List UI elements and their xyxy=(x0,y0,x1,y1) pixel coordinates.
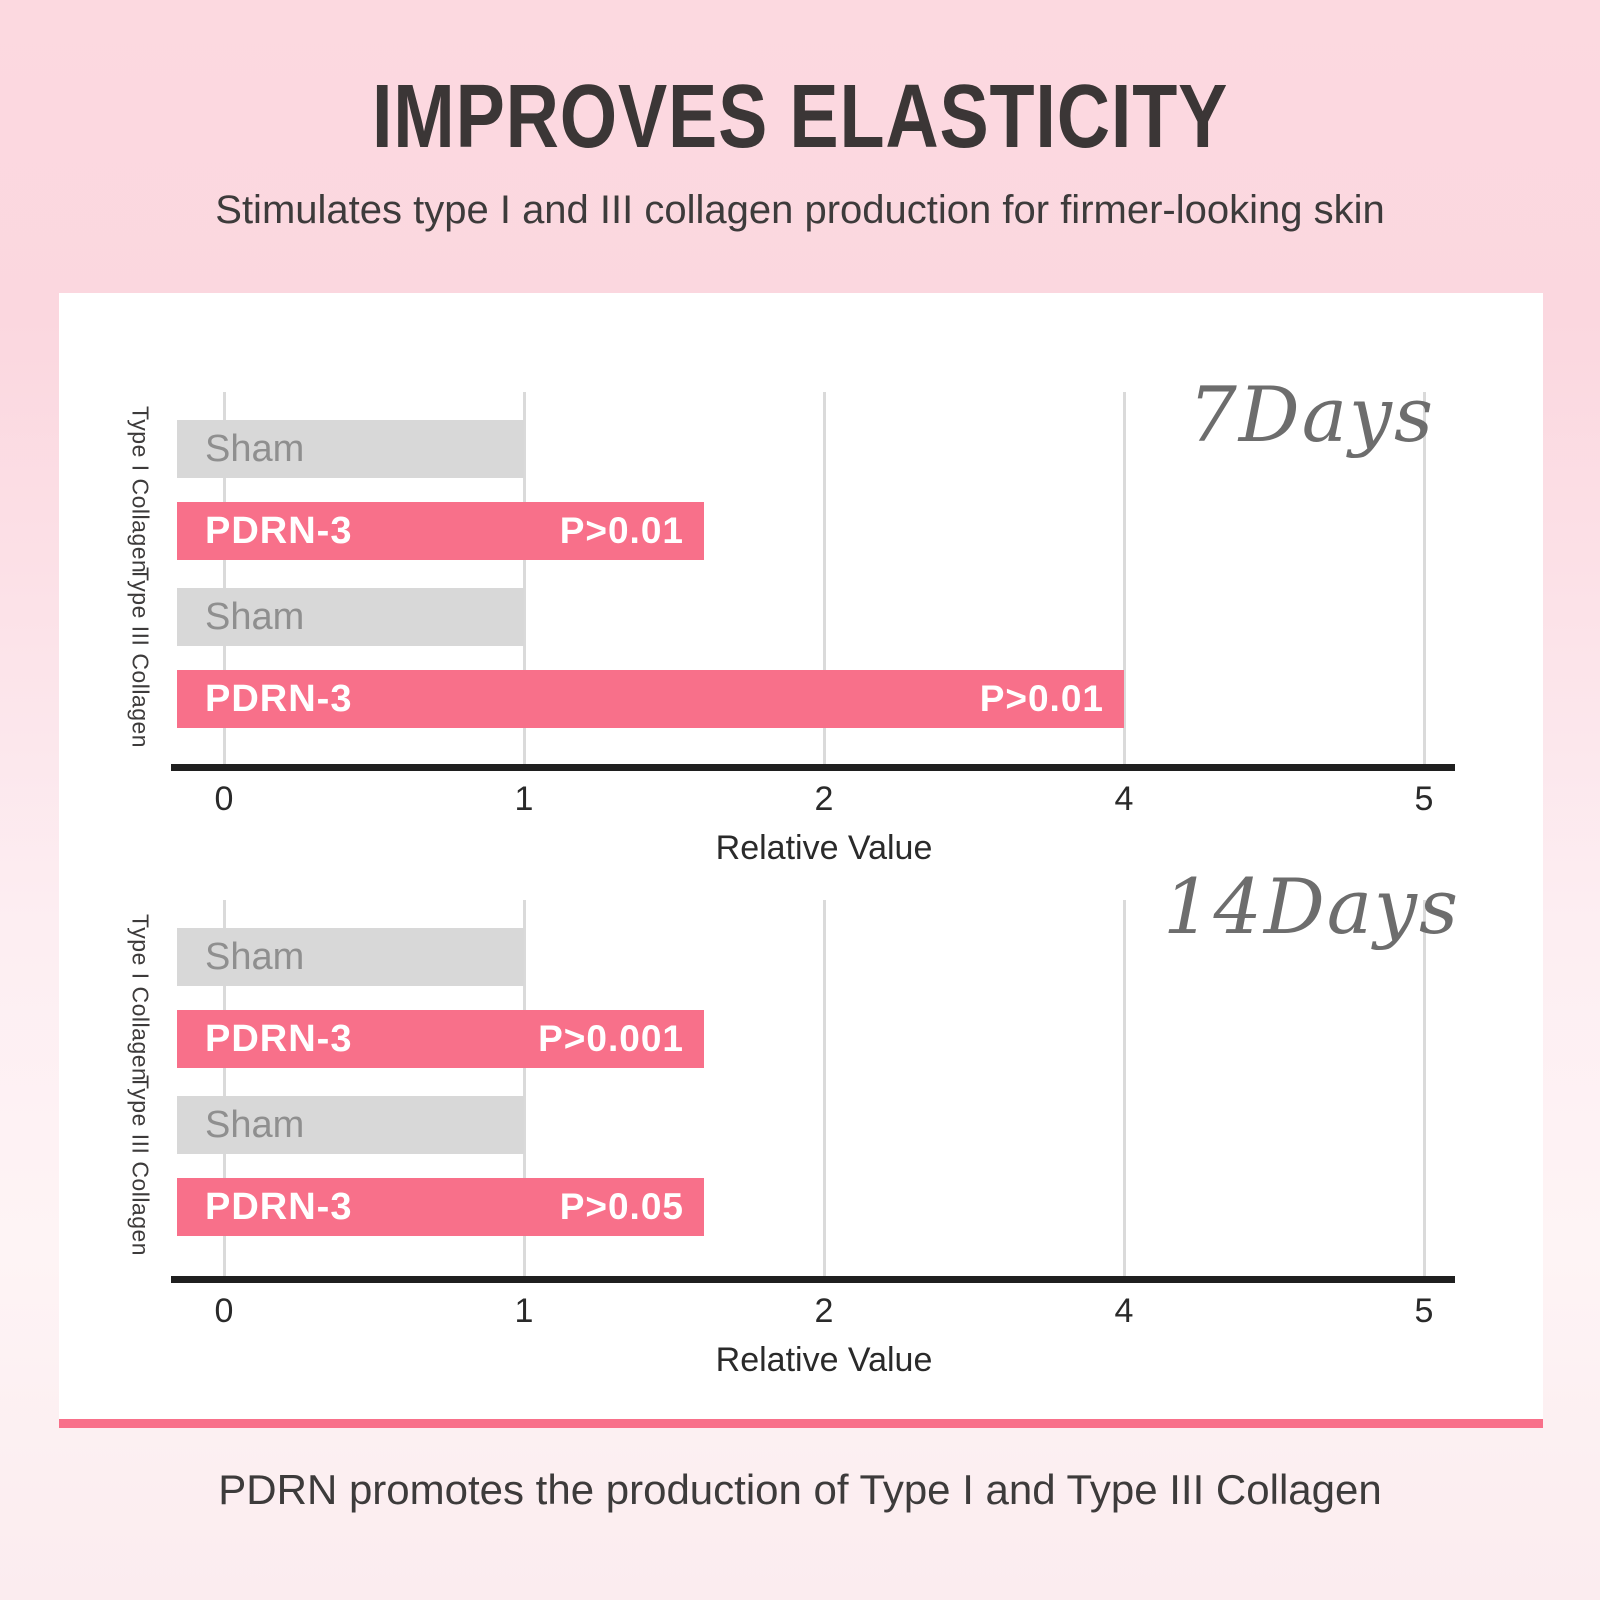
bar-sham: Sham xyxy=(177,420,524,478)
y-axis-group-label: Type III Collagen xyxy=(118,567,162,748)
chart-card: 0 1 2 4 5 Relative Value 7Days Type I Collagen S… xyxy=(59,293,1543,1419)
y-axis-group-label-text: Type III Collagen xyxy=(127,1075,154,1257)
y-axis-group-label-text: Type I Collagen xyxy=(127,914,154,1082)
p-value-label: P>0.01 xyxy=(979,678,1104,719)
bar-pdrn-3: PDRN-3 P>0.001 xyxy=(177,1010,704,1068)
gridline-0 xyxy=(223,900,226,1276)
bar-pdrn-3: PDRN-3 P>0.05 xyxy=(177,1178,704,1236)
bar-label: PDRN-3 xyxy=(205,1017,353,1060)
x-tick-label: 5 xyxy=(1414,780,1434,818)
bar-label: PDRN-3 xyxy=(205,1185,353,1228)
footer-caption: PDRN promotes the production of Type I a… xyxy=(218,1466,1382,1513)
x-axis-line xyxy=(171,764,1455,771)
page-subtitle: Stimulates type I and III collagen produ… xyxy=(215,188,1385,232)
gridline-4 xyxy=(1123,392,1126,764)
gridline-1 xyxy=(523,392,526,764)
gridline-5 xyxy=(1423,900,1426,1276)
x-tick-label: 4 xyxy=(1114,1292,1134,1330)
bar-label: PDRN-3 xyxy=(205,677,353,720)
card-divider-bar xyxy=(59,1419,1543,1428)
p-value-label: P>0.01 xyxy=(559,510,684,551)
x-tick-label: 2 xyxy=(814,1292,834,1330)
bar-label: Sham xyxy=(205,1103,305,1146)
bar-label: Sham xyxy=(205,935,305,978)
bar-label: PDRN-3 xyxy=(205,509,353,552)
bar-sham: Sham xyxy=(177,1096,524,1154)
x-tick-label: 2 xyxy=(814,780,834,818)
gridline-2 xyxy=(823,392,826,764)
x-axis-title: Relative Value xyxy=(715,1341,933,1379)
period-label: 14Days xyxy=(1163,862,1460,951)
bar-sham: Sham xyxy=(177,928,524,986)
y-axis-group-label: Type I Collagen xyxy=(118,914,162,1081)
bar-label: Sham xyxy=(205,595,305,638)
bar-sham: Sham xyxy=(177,588,524,646)
x-axis-title: Relative Value xyxy=(715,829,933,867)
bar-pdrn-3: PDRN-3 P>0.01 xyxy=(177,502,704,560)
period-label: 7Days xyxy=(1188,370,1435,459)
x-tick-label: 4 xyxy=(1114,780,1134,818)
y-axis-group-label-text: Type III Collagen xyxy=(127,567,154,749)
x-axis-line xyxy=(171,1276,1455,1283)
y-axis-group-label-text: Type I Collagen xyxy=(127,406,154,574)
x-tick-label: 5 xyxy=(1414,1292,1434,1330)
p-value-label: P>0.001 xyxy=(538,1018,684,1059)
x-tick-label: 1 xyxy=(514,1292,534,1330)
gridline-5 xyxy=(1423,392,1426,764)
gridline-4 xyxy=(1123,900,1126,1276)
bar-label: Sham xyxy=(205,427,305,470)
page-title-text: IMPROVES ELASTICITY xyxy=(371,67,1229,167)
p-value-label: P>0.05 xyxy=(559,1186,684,1227)
x-tick-label: 0 xyxy=(214,1292,234,1330)
gridline-1 xyxy=(523,900,526,1276)
y-axis-group-label: Type I Collagen xyxy=(118,406,162,573)
page-title: IMPROVES ELASTICITY xyxy=(0,70,1600,165)
gridline-0 xyxy=(223,392,226,764)
gridline-2 xyxy=(823,900,826,1276)
bar-pdrn-3: PDRN-3 P>0.01 xyxy=(177,670,1124,728)
x-tick-label: 0 xyxy=(214,780,234,818)
x-tick-label: 1 xyxy=(514,780,534,818)
y-axis-group-label: Type III Collagen xyxy=(118,1075,162,1256)
